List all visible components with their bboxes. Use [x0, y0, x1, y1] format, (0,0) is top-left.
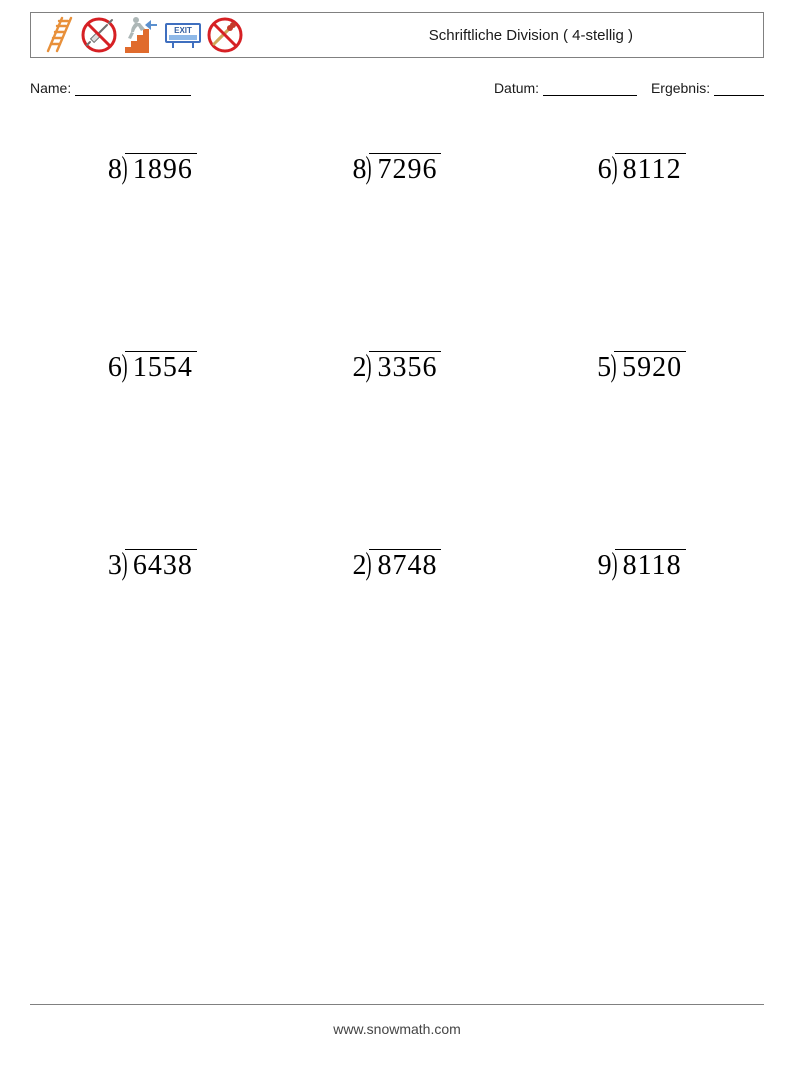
date-label: Datum: — [494, 80, 539, 96]
result-blank — [714, 95, 764, 96]
dividend: 1896 — [125, 153, 197, 185]
division-problem: 9 ) 8118 — [529, 550, 754, 582]
stairs-person-icon — [121, 15, 161, 55]
long-division-symbol: ) 8748 — [369, 550, 441, 582]
name-label: Name: — [30, 80, 71, 96]
exit-sign-icon: EXIT — [163, 15, 203, 55]
long-division-symbol: ) 5920 — [614, 352, 686, 384]
long-division-symbol: ) 6438 — [125, 550, 197, 582]
problems-grid: 8 ) 1896 8 ) 7296 6 ) 8112 6 ) 1554 2 ) … — [40, 154, 754, 582]
dividend: 8112 — [615, 153, 686, 185]
dividend: 8118 — [615, 549, 686, 581]
date-blank — [543, 95, 637, 96]
long-division-symbol: ) 1554 — [125, 352, 197, 384]
dividend: 5920 — [614, 351, 686, 383]
header-icons: EXIT — [31, 15, 245, 55]
date-field: Datum: — [494, 80, 637, 96]
division-problem: 8 ) 1896 — [40, 154, 265, 186]
long-division-symbol: ) 8118 — [615, 550, 686, 582]
ladder-icon — [37, 15, 77, 55]
division-problem: 5 ) 5920 — [529, 352, 754, 384]
footer-separator — [30, 1004, 764, 1005]
division-problem: 6 ) 8112 — [529, 154, 754, 186]
name-blank — [75, 95, 191, 96]
dividend: 1554 — [125, 351, 197, 383]
result-label: Ergebnis: — [651, 80, 710, 96]
dividend: 6438 — [125, 549, 197, 581]
long-division-symbol: ) 7296 — [369, 154, 441, 186]
header-bar: EXIT Schriftliche Division ( 4-stellig ) — [30, 12, 764, 58]
division-problem: 3 ) 6438 — [40, 550, 265, 582]
svg-text:EXIT: EXIT — [174, 26, 192, 35]
division-problem: 8 ) 7296 — [285, 154, 510, 186]
long-division-symbol: ) 8112 — [615, 154, 686, 186]
name-field: Name: — [30, 80, 191, 96]
info-row: Name: Datum: Ergebnis: — [30, 80, 764, 96]
no-fire-icon — [205, 15, 245, 55]
division-problem: 2 ) 3356 — [285, 352, 510, 384]
result-field: Ergebnis: — [651, 80, 764, 96]
long-division-symbol: ) 1896 — [125, 154, 197, 186]
dividend: 8748 — [369, 549, 441, 581]
dividend: 7296 — [369, 153, 441, 185]
division-problem: 2 ) 8748 — [285, 550, 510, 582]
worksheet-title: Schriftliche Division ( 4-stellig ) — [429, 27, 633, 44]
dividend: 3356 — [369, 351, 441, 383]
footer-url: www.snowmath.com — [0, 1021, 794, 1037]
no-syringe-icon — [79, 15, 119, 55]
division-problem: 6 ) 1554 — [40, 352, 265, 384]
long-division-symbol: ) 3356 — [369, 352, 441, 384]
